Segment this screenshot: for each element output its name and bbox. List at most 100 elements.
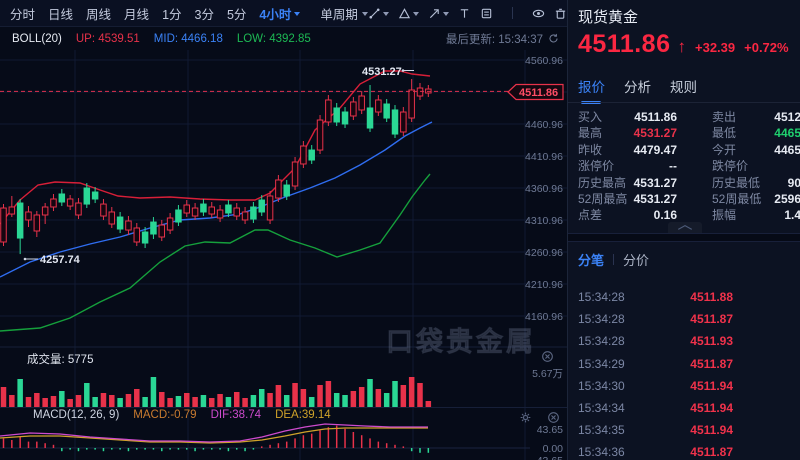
timeframe-item[interactable]: 月线 — [124, 4, 149, 23]
current-price: 4511.86 — [578, 30, 671, 58]
quote-label: 历史最低 — [712, 175, 761, 190]
quote-panel: 现货黄金 4511.86 ↑ +32.39 +0.72% 报价 分析 规则 买入 45… — [567, 0, 800, 460]
period-dropdown[interactable]: 单周期 — [320, 4, 368, 23]
timeframe-item[interactable]: 分时 — [10, 4, 35, 23]
quote-value: 4465 — [774, 126, 800, 141]
arrow-tool-icon[interactable] — [428, 7, 449, 20]
macd-settings-icon[interactable] — [519, 411, 532, 424]
watermark: 口袋贵金属 — [386, 327, 536, 358]
tick-tabs: 分笔 分价 — [578, 250, 649, 269]
trendline-tool-icon[interactable] — [368, 7, 389, 20]
quote-row: 涨停价 -- 跌停价 — [568, 158, 800, 174]
quote-value: 2596 — [774, 192, 800, 206]
tick-price: 4511.87 — [690, 356, 733, 371]
tick-tab-分笔[interactable]: 分笔 — [578, 253, 605, 268]
timeframe-label: 3分 — [194, 7, 214, 22]
quote-label: 历史最高 — [578, 175, 627, 190]
volume-close-icon[interactable] — [541, 350, 554, 363]
tick-list: 15:34:28 4511.88 15:34:28 4511.87 15:34:28 45… — [568, 282, 800, 460]
quote-value: 0.16 — [653, 208, 677, 223]
timeframe-label: 5分 — [226, 7, 247, 22]
tick-time: 15:34:36 — [578, 445, 625, 460]
main-chart[interactable]: 4531.27 4257.74 — [0, 50, 567, 460]
boll-low-value: LOW: 4392.85 — [236, 32, 311, 45]
section-divider — [568, 233, 800, 242]
collapse-table-button[interactable] — [668, 222, 702, 233]
macd-histogram — [2, 425, 430, 453]
tab-分析[interactable]: 分析 — [624, 80, 651, 95]
timeframe-label: 1分 — [162, 7, 182, 22]
timeframe-item[interactable]: 1分 — [162, 4, 181, 23]
boll-lower-line — [0, 173, 431, 332]
timeframe-label: 分时 — [10, 7, 36, 22]
tick-row: 15:34:30 4511.94 — [568, 379, 800, 394]
quote-row: 52周最高 4531.27 52周最低 2596 — [568, 191, 800, 207]
timeframe-item[interactable]: 日线 — [48, 4, 73, 23]
timeframe-label: 4小时 — [259, 7, 292, 22]
tick-row: 15:34:35 4511.94 — [568, 423, 800, 438]
quote-value: 4512 — [774, 110, 800, 124]
tick-row: 15:34:28 4511.88 — [568, 290, 800, 305]
refresh-icon[interactable] — [548, 33, 559, 44]
quote-row: 买入 4511.86 卖出 4512 — [568, 109, 800, 125]
quote-row: 最高 4531.27 最低 4465 — [568, 125, 800, 141]
period-dropdown-label: 单周期 — [320, 7, 358, 22]
chevron-down-icon — [412, 11, 419, 16]
tick-time: 15:34:28 — [578, 312, 625, 327]
quote-value: 4465 — [774, 142, 800, 157]
dea-value: DEA:39.14 — [275, 409, 331, 421]
tick-tab-分价[interactable]: 分价 — [623, 253, 650, 268]
macd-close-icon[interactable] — [547, 411, 560, 424]
symbol-title: 现货黄金 — [578, 9, 639, 26]
quote-value: 1.4 — [784, 208, 800, 223]
eye-icon[interactable] — [532, 7, 545, 20]
chart-toolbar: 分时 日线 周线 月线 1分 3分 5分 4小时 单周期 — [0, 0, 640, 27]
volume-bars — [0, 377, 432, 407]
text-tool-icon[interactable] — [458, 7, 471, 20]
toolbar-divider — [511, 7, 513, 19]
timeframe-item[interactable]: 周线 — [86, 4, 111, 23]
tab-规则[interactable]: 规则 — [670, 80, 697, 95]
quote-label: 振幅 — [712, 208, 737, 223]
price-row: 4511.86 ↑ +32.39 +0.72% — [578, 30, 789, 59]
quote-row: 昨收 4479.47 今开 4465 — [568, 142, 800, 158]
chevron-down-icon — [294, 11, 301, 16]
quote-label: 52周最高 — [578, 192, 628, 206]
current-price-tag: 4511.86 — [507, 83, 564, 101]
quote-value: 4479.47 — [633, 142, 677, 157]
tick-price: 4511.94 — [690, 378, 733, 393]
timeframe-label: 月线 — [124, 7, 150, 22]
macd-lines — [0, 423, 428, 444]
timeframe-item[interactable]: 4小时 — [259, 4, 301, 23]
tick-row: 15:34:29 4511.87 — [568, 357, 800, 372]
macd-value: MACD:-0.79 — [133, 409, 197, 421]
timeframe-item[interactable]: 3分 — [195, 4, 214, 23]
annotations: 4531.27 4257.74 — [23, 66, 414, 266]
tick-row: 15:34:34 4511.94 — [568, 401, 800, 416]
tick-price: 4511.94 — [690, 423, 733, 438]
quote-value: -- — [669, 159, 677, 174]
shape-tool-icon[interactable] — [398, 7, 419, 20]
quote-label: 买入 — [578, 110, 603, 124]
quote-label: 52周最低 — [712, 192, 762, 206]
quote-value: 4531.27 — [633, 175, 677, 190]
boll-up-value: UP: 4539.51 — [75, 32, 140, 45]
indicator-bar: BOLL(20) UP: 4539.51 MID: 4466.18 LOW: 4… — [0, 27, 567, 50]
chevron-down-icon — [442, 11, 449, 16]
high-annotation: 4531.27 — [362, 66, 402, 78]
tab-报价[interactable]: 报价 — [578, 76, 605, 104]
boll-upper-line — [0, 70, 431, 225]
timeframe-label: 日线 — [48, 7, 74, 22]
delete-icon[interactable] — [554, 7, 567, 20]
quote-label: 涨停价 — [578, 159, 615, 174]
last-update-text: 最后更新: 15:34:37 — [445, 33, 543, 46]
quote-value: 90 — [787, 175, 800, 190]
quote-label: 跌停价 — [712, 159, 749, 174]
quote-tabs: 报价 分析 规则 — [578, 76, 697, 104]
indicators-icon[interactable] — [480, 7, 493, 20]
chevron-down-icon — [382, 11, 389, 16]
price-change-pct: +0.72% — [744, 40, 789, 55]
quote-label: 最低 — [712, 126, 737, 141]
tick-tabs-divider — [613, 254, 615, 265]
timeframe-item[interactable]: 5分 — [227, 4, 246, 23]
